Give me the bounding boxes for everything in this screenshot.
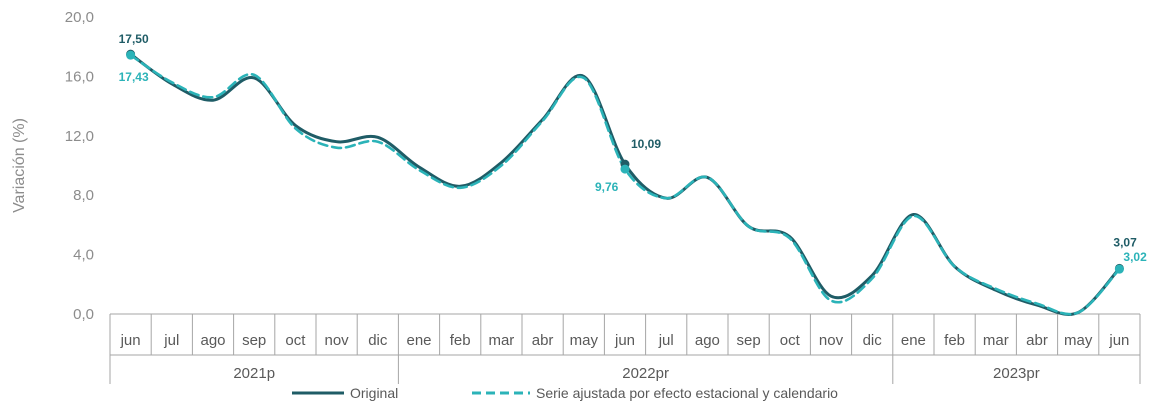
x-tick-label: jul bbox=[658, 332, 674, 349]
x-tick-label: dic bbox=[863, 332, 883, 349]
x-tick-label: jun bbox=[1108, 332, 1129, 349]
x-tick-label: ago bbox=[200, 332, 225, 349]
year-group-label: 2023pr bbox=[993, 365, 1040, 382]
legend-label: Serie ajustada por efecto estacional y c… bbox=[536, 385, 838, 401]
data-label: 17,43 bbox=[119, 70, 149, 84]
x-tick-label: ene bbox=[901, 332, 926, 349]
y-tick-label: 20,0 bbox=[65, 9, 94, 26]
chart-axes: 0,0 4,0 8,0 12,0 16,0 20,0 Variación (%) jun jul… bbox=[11, 9, 1141, 384]
x-tick-label: mar bbox=[983, 332, 1009, 349]
x-tick-label: ago bbox=[695, 332, 720, 349]
y-tick-label: 4,0 bbox=[73, 247, 94, 264]
x-tick-label: ene bbox=[406, 332, 431, 349]
data-point-marker bbox=[620, 164, 630, 174]
x-tick-label: may bbox=[1064, 332, 1093, 349]
data-point-marker bbox=[1114, 264, 1124, 274]
series-line-0 bbox=[129, 52, 1121, 316]
y-tick-label: 0,0 bbox=[73, 306, 94, 323]
data-label: 3,02 bbox=[1123, 250, 1147, 264]
x-tick-label: may bbox=[570, 332, 599, 349]
x-tick-label: oct bbox=[780, 332, 801, 349]
data-label: 3,07 bbox=[1113, 235, 1137, 249]
y-tick-label: 16,0 bbox=[65, 68, 94, 85]
x-tick-label: feb bbox=[944, 332, 965, 349]
y-tick-label: 8,0 bbox=[73, 187, 94, 204]
x-tick-label: dic bbox=[368, 332, 388, 349]
data-label: 10,09 bbox=[631, 137, 661, 151]
x-tick-label: abr bbox=[1026, 332, 1048, 349]
x-tick-label: mar bbox=[488, 332, 514, 349]
series-line-1 bbox=[129, 53, 1121, 316]
data-label: 9,76 bbox=[595, 180, 619, 194]
x-tick-label: sep bbox=[737, 332, 761, 349]
chart-legend: Original Serie ajustada por efecto estaci… bbox=[292, 385, 838, 401]
chart-series bbox=[129, 52, 1121, 316]
year-group-label: 2021p bbox=[233, 365, 275, 382]
x-tick-label: nov bbox=[325, 332, 350, 349]
x-tick-label: sep bbox=[242, 332, 266, 349]
year-group-label: 2022pr bbox=[622, 365, 669, 382]
legend-label: Original bbox=[350, 385, 398, 401]
x-tick-label: feb bbox=[450, 332, 471, 349]
x-tick-label: oct bbox=[285, 332, 306, 349]
y-tick-label: 12,0 bbox=[65, 128, 94, 145]
data-point-marker bbox=[126, 50, 136, 60]
x-tick-label: jun bbox=[120, 332, 141, 349]
x-tick-label: abr bbox=[532, 332, 554, 349]
data-label: 17,50 bbox=[119, 32, 149, 46]
chart-annotations: 17,50 17,43 10,09 9,76 3,073,02 bbox=[119, 32, 1147, 274]
x-tick-label: jun bbox=[614, 332, 635, 349]
x-tick-label: nov bbox=[819, 332, 844, 349]
x-tick-label: jul bbox=[163, 332, 179, 349]
y-axis-title: Variación (%) bbox=[11, 118, 28, 213]
